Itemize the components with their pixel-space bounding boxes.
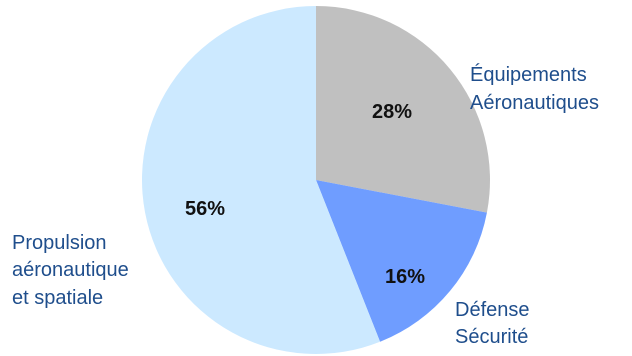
pie-slice-2: [141, 5, 381, 354]
value-label-1: 16%: [385, 266, 425, 288]
value-labels: 28% 16% 56%: [185, 101, 425, 288]
value-label-2: 56%: [185, 198, 225, 220]
category-label-propulsion: Propulsion aéronautique et spatiale: [12, 232, 134, 309]
category-label-defense: Défense Sécurité: [455, 299, 535, 348]
pie-slices: [141, 5, 491, 354]
category-label-equipements: Équipements Aéronautiques: [470, 63, 599, 114]
value-label-0: 28%: [372, 101, 412, 123]
pie-slice-1: [316, 180, 487, 342]
pie-slice-0: [316, 6, 491, 213]
